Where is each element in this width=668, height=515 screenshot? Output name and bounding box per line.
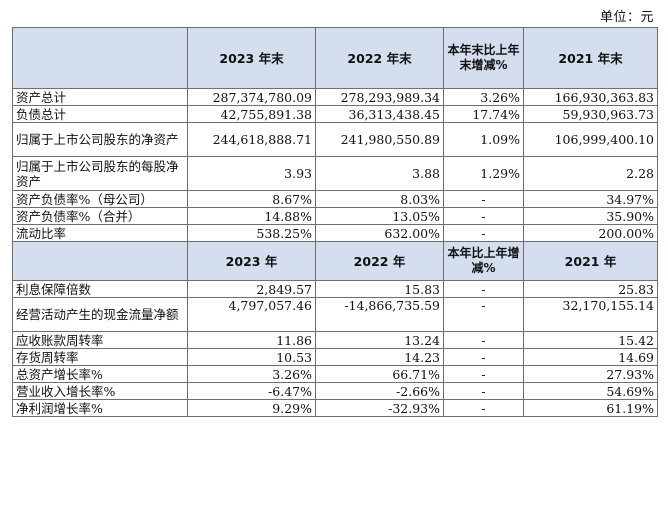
table-row: 资产负债率%（母公司） 8.67% 8.03% - 34.97% — [12, 190, 658, 208]
row-label: 资产负债率%（母公司） — [12, 190, 188, 208]
value-2022: -32.93% — [315, 399, 444, 417]
table-row: 净利润增长率% 9.29% -32.93% - 61.19% — [12, 399, 658, 417]
value-2022: 36,313,438.45 — [315, 105, 444, 123]
value-2023: 287,374,780.09 — [187, 88, 316, 106]
table-row: 经营活动产生的现金流量净额 4,797,057.46 -14,866,735.5… — [12, 297, 658, 332]
value-2021: 200.00% — [523, 224, 658, 242]
table-row: 归属于上市公司股东的净资产 244,618,888.71 241,980,550… — [12, 122, 658, 157]
value-2023: 4,797,057.46 — [187, 297, 316, 332]
value-2022: 13.05% — [315, 207, 444, 225]
header-2023-year: 2023 年 — [187, 241, 316, 281]
row-label: 流动比率 — [12, 224, 188, 242]
value-2022: 15.83 — [315, 280, 444, 298]
value-2021: 32,170,155.14 — [523, 297, 658, 332]
header-row-year: 2023 年 2022 年 本年比上年增减% 2021 年 — [12, 241, 658, 281]
value-2023: 2,849.57 — [187, 280, 316, 298]
value-2022: 13.24 — [315, 331, 444, 349]
value-2021: 61.19% — [523, 399, 658, 417]
value-2021: 2.28 — [523, 156, 658, 191]
value-2021: 27.93% — [523, 365, 658, 383]
header-row-year-end: 2023 年末 2022 年末 本年末比上年末增减% 2021 年末 — [12, 27, 658, 89]
value-change: 1.29% — [443, 156, 524, 191]
value-2023: 14.88% — [187, 207, 316, 225]
value-2023: -6.47% — [187, 382, 316, 400]
value-change: 1.09% — [443, 122, 524, 157]
value-change: - — [443, 224, 524, 242]
row-label: 资产总计 — [12, 88, 188, 106]
value-2023: 8.67% — [187, 190, 316, 208]
value-2021: 35.90% — [523, 207, 658, 225]
row-label: 负债总计 — [12, 105, 188, 123]
header-2023-year-end: 2023 年末 — [187, 27, 316, 89]
value-2023: 10.53 — [187, 348, 316, 366]
value-change: - — [443, 365, 524, 383]
table-row: 应收账款周转率 11.86 13.24 - 15.42 — [12, 331, 658, 349]
value-2021: 15.42 — [523, 331, 658, 349]
value-2021: 14.69 — [523, 348, 658, 366]
header-2021-year-end: 2021 年末 — [523, 27, 658, 89]
value-2023: 3.26% — [187, 365, 316, 383]
table-row: 营业收入增长率% -6.47% -2.66% - 54.69% — [12, 382, 658, 400]
financial-indicators-table: 2023 年末 2022 年末 本年末比上年末增减% 2021 年末 资产总计 … — [12, 27, 658, 417]
row-label: 归属于上市公司股东的净资产 — [12, 122, 188, 157]
row-label: 归属于上市公司股东的每股净资产 — [12, 156, 188, 191]
value-change: - — [443, 348, 524, 366]
header-2022-year: 2022 年 — [315, 241, 444, 281]
value-2023: 538.25% — [187, 224, 316, 242]
header-blank-cell — [12, 241, 188, 281]
header-2022-year-end: 2022 年末 — [315, 27, 444, 89]
value-2021: 166,930,363.83 — [523, 88, 658, 106]
value-2021: 25.83 — [523, 280, 658, 298]
value-2022: -14,866,735.59 — [315, 297, 444, 332]
value-change: 17.74% — [443, 105, 524, 123]
header-blank-cell — [12, 27, 188, 89]
row-label: 总资产增长率% — [12, 365, 188, 383]
value-2022: 14.23 — [315, 348, 444, 366]
row-label: 存货周转率 — [12, 348, 188, 366]
value-2021: 106,999,400.10 — [523, 122, 658, 157]
value-2022: 3.88 — [315, 156, 444, 191]
table-row: 资产总计 287,374,780.09 278,293,989.34 3.26%… — [12, 88, 658, 106]
value-change: - — [443, 190, 524, 208]
value-change: - — [443, 399, 524, 417]
value-2022: 241,980,550.89 — [315, 122, 444, 157]
row-label: 营业收入增长率% — [12, 382, 188, 400]
row-label: 经营活动产生的现金流量净额 — [12, 297, 188, 332]
value-2022: 8.03% — [315, 190, 444, 208]
value-2022: 66.71% — [315, 365, 444, 383]
value-2022: 278,293,989.34 — [315, 88, 444, 106]
value-2023: 11.86 — [187, 331, 316, 349]
value-2022: -2.66% — [315, 382, 444, 400]
value-2023: 9.29% — [187, 399, 316, 417]
table-row: 归属于上市公司股东的每股净资产 3.93 3.88 1.29% 2.28 — [12, 156, 658, 191]
table-row: 流动比率 538.25% 632.00% - 200.00% — [12, 224, 658, 242]
row-label: 净利润增长率% — [12, 399, 188, 417]
value-2023: 3.93 — [187, 156, 316, 191]
header-change-pct: 本年末比上年末增减% — [443, 27, 524, 89]
value-change: - — [443, 280, 524, 298]
table-row: 利息保障倍数 2,849.57 15.83 - 25.83 — [12, 280, 658, 298]
value-change: - — [443, 297, 524, 332]
value-2023: 42,755,891.38 — [187, 105, 316, 123]
value-2021: 34.97% — [523, 190, 658, 208]
row-label: 利息保障倍数 — [12, 280, 188, 298]
value-2022: 632.00% — [315, 224, 444, 242]
table-row: 存货周转率 10.53 14.23 - 14.69 — [12, 348, 658, 366]
header-2021-year: 2021 年 — [523, 241, 658, 281]
value-change: 3.26% — [443, 88, 524, 106]
value-change: - — [443, 382, 524, 400]
value-2023: 244,618,888.71 — [187, 122, 316, 157]
table-row: 资产负债率%（合并） 14.88% 13.05% - 35.90% — [12, 207, 658, 225]
row-label: 应收账款周转率 — [12, 331, 188, 349]
value-2021: 54.69% — [523, 382, 658, 400]
table-row: 负债总计 42,755,891.38 36,313,438.45 17.74% … — [12, 105, 658, 123]
row-label: 资产负债率%（合并） — [12, 207, 188, 225]
unit-label: 单位：元 — [599, 10, 654, 25]
value-2021: 59,930,963.73 — [523, 105, 658, 123]
value-change: - — [443, 207, 524, 225]
header-change-pct: 本年比上年增减% — [443, 241, 524, 281]
table-row: 总资产增长率% 3.26% 66.71% - 27.93% — [12, 365, 658, 383]
value-change: - — [443, 331, 524, 349]
